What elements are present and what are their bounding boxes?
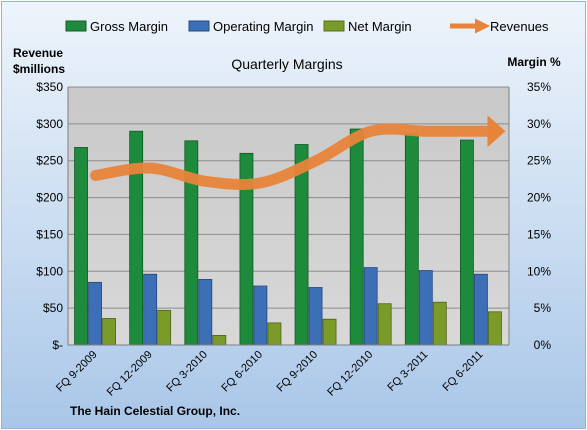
left-tick-label: $50: [43, 301, 63, 315]
right-tick-label: 10%: [527, 264, 551, 278]
chart-title: Quarterly Margins: [231, 56, 342, 72]
bar-series: [74, 128, 502, 346]
left-tick-label: $350: [36, 80, 63, 94]
footer-company: The Hain Celestial Group, Inc.: [70, 404, 240, 418]
bar-gross-margin: [460, 139, 474, 346]
left-tick-label: $300: [36, 117, 63, 131]
right-tick-label: 25%: [527, 154, 551, 168]
x-tick-label: FQ 9-2009: [54, 349, 100, 395]
bar-net-margin: [322, 318, 337, 346]
right-tick-label: 15%: [527, 227, 551, 241]
legend-label-net-margin: Net Margin: [348, 19, 412, 34]
bar-operating-margin: [198, 278, 213, 346]
x-tick-label: FQ 6-2010: [219, 349, 265, 395]
bar-operating-margin: [363, 267, 378, 346]
right-tick-label: 30%: [527, 117, 551, 131]
left-tick-label: $-: [52, 338, 63, 352]
bar-gross-margin: [349, 128, 364, 346]
bar-operating-margin: [418, 270, 433, 346]
legend-label-revenues: Revenues: [490, 19, 549, 34]
right-axis-label: Margin %: [507, 55, 561, 69]
right-tick-label: 20%: [527, 191, 551, 205]
left-tick-label: $200: [36, 191, 63, 205]
x-tick-label: FQ 12-2010: [325, 349, 375, 399]
bar-net-margin: [102, 318, 116, 346]
left-tick-label: $250: [36, 154, 63, 168]
bar-operating-margin: [88, 281, 102, 346]
bar-gross-margin: [74, 147, 88, 346]
legend: Gross Margin Operating Margin Net Margin…: [65, 18, 549, 34]
bar-operating-margin: [143, 273, 158, 346]
bar-net-margin: [488, 311, 502, 346]
right-tick-label: 5%: [534, 301, 552, 315]
bar-net-margin: [377, 303, 392, 346]
x-tick-label: FQ 9-2010: [275, 349, 321, 395]
bar-operating-margin: [308, 287, 323, 346]
bar-net-margin: [212, 335, 227, 346]
x-tick-label: FQ 3-2010: [164, 349, 210, 395]
bar-operating-margin: [253, 285, 268, 346]
right-tick-label: 0%: [534, 338, 552, 352]
legend-swatch-gross-margin: [65, 20, 87, 32]
revenue-series: [90, 115, 506, 191]
bar-operating-margin: [474, 273, 488, 346]
left-axis-label-line2: $millions: [13, 62, 65, 76]
bar-net-margin: [432, 301, 447, 346]
x-tick-label: FQ 3-2011: [385, 349, 430, 394]
legend-swatch-net-margin: [323, 20, 345, 32]
legend-label-gross-margin: Gross Margin: [90, 19, 168, 34]
left-axis-label-line1: Revenue: [13, 46, 63, 60]
bar-net-margin: [267, 322, 282, 346]
revenue-arrowhead: [487, 115, 506, 148]
x-tick-label: FQ 12-2009: [105, 349, 155, 399]
bar-net-margin: [157, 309, 172, 346]
legend-label-operating-margin: Operating Margin: [213, 19, 313, 34]
bar-gross-margin: [404, 133, 419, 346]
right-tick-label: 35%: [527, 80, 551, 94]
x-tick-label: FQ 6-2011: [440, 349, 485, 394]
legend-swatch-operating-margin: [188, 20, 210, 32]
revenue-line: [90, 123, 497, 191]
left-tick-label: $150: [36, 227, 63, 241]
left-tick-label: $100: [36, 264, 63, 278]
